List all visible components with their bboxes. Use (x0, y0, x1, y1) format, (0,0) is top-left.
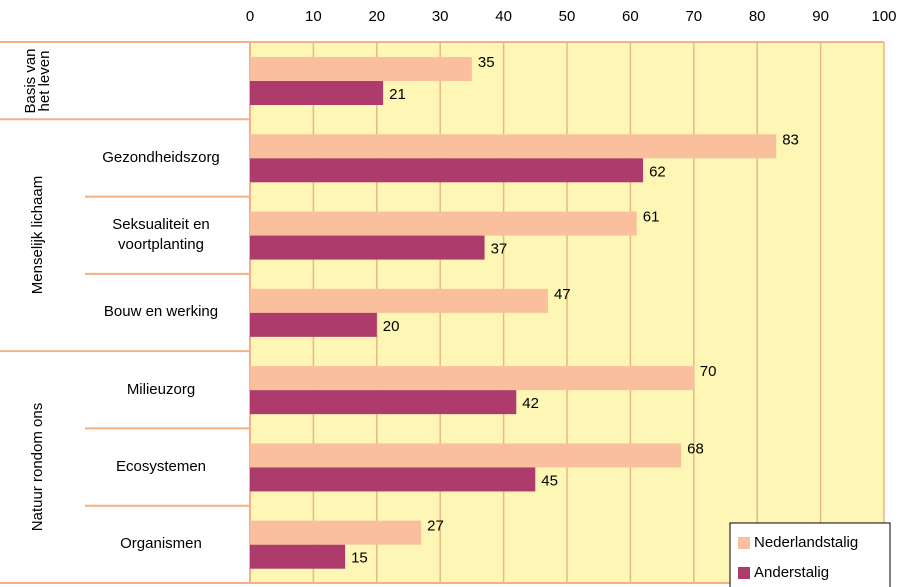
value-label: 62 (649, 163, 666, 180)
bar (250, 390, 517, 415)
value-label: 61 (643, 209, 660, 226)
bar (250, 312, 377, 337)
legend-swatch (738, 537, 750, 549)
bar (250, 134, 777, 159)
bar (250, 81, 384, 105)
value-label: 27 (427, 518, 444, 535)
bar (250, 211, 637, 236)
value-label: 83 (782, 131, 799, 148)
bar (250, 366, 694, 391)
category-label: Ecosystemen (115, 458, 207, 476)
category-label: Organismen (120, 535, 202, 553)
value-label: 35 (478, 54, 495, 71)
x-tick-label: 70 (685, 8, 702, 25)
x-tick-label: 90 (812, 8, 829, 25)
value-label: 68 (687, 440, 704, 457)
category-label: Gezondheidszorg (102, 148, 220, 166)
group-label: Natuur rondom ons (29, 402, 46, 532)
value-label: 21 (389, 86, 406, 103)
value-label: 20 (383, 318, 400, 335)
value-label: 42 (522, 395, 539, 412)
x-tick-label: 0 (246, 8, 254, 25)
bar (250, 443, 682, 468)
bar (250, 520, 422, 545)
x-tick-label: 100 (871, 8, 896, 25)
x-tick-label: 40 (495, 8, 512, 25)
x-tick-label: 50 (559, 8, 576, 25)
bar (250, 288, 548, 313)
x-tick-label: 20 (368, 8, 385, 25)
group-label: Menselijk lichaam (29, 176, 46, 295)
group-label: Basis van het leven (22, 48, 53, 114)
bar (250, 235, 485, 260)
bar (250, 467, 536, 492)
x-tick-label: 80 (749, 8, 766, 25)
legend-box (729, 522, 891, 587)
category-label: Bouw en werking (103, 303, 219, 321)
bar (250, 158, 644, 183)
category-label: Seksualiteit en voortplanting (112, 216, 210, 254)
value-label: 70 (700, 363, 717, 380)
category-label: Milieuzorg (126, 380, 196, 398)
bar (250, 544, 346, 569)
legend-label: Anderstalig (754, 564, 829, 581)
x-tick-label: 10 (305, 8, 322, 25)
legend-swatch (738, 567, 750, 579)
value-label: 37 (491, 241, 508, 258)
x-tick-label: 60 (622, 8, 639, 25)
value-label: 15 (351, 550, 368, 567)
value-label: 45 (541, 472, 558, 489)
bar (250, 57, 472, 81)
x-tick-label: 30 (432, 8, 449, 25)
value-label: 47 (554, 286, 571, 303)
legend-label: Nederlandstalig (754, 534, 858, 551)
